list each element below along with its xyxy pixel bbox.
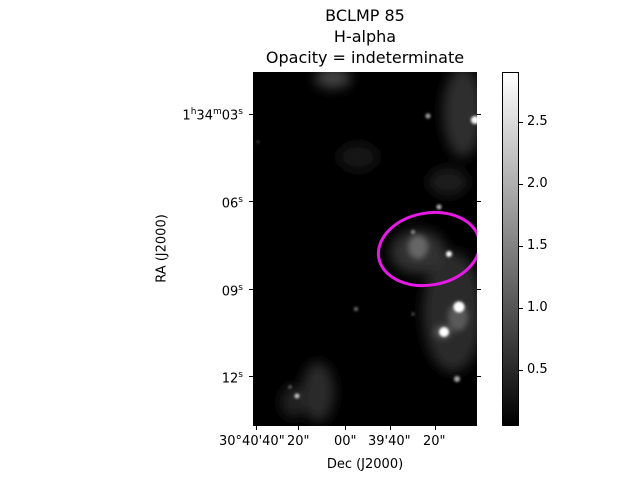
- x-tick-mark: [256, 426, 257, 430]
- y-tick-mark-right: [477, 376, 481, 377]
- y-tick-mark: [249, 114, 253, 115]
- y-tick-label: 09s: [221, 283, 243, 300]
- y-tick-label: 06s: [221, 195, 243, 212]
- colorbar: [502, 72, 519, 426]
- x-tick-label: 20": [423, 434, 446, 449]
- y-tick-mark-right: [477, 114, 481, 115]
- colorbar-tick-label: 0.5: [527, 362, 548, 377]
- colorbar-tick-mark: [519, 122, 523, 123]
- y-tick-mark: [249, 289, 253, 290]
- y-tick-mark: [249, 201, 253, 202]
- colorbar-tick-mark: [519, 370, 523, 371]
- y-tick-mark: [249, 376, 253, 377]
- y-tick-label: 1h34m03s: [182, 107, 243, 124]
- x-tick-label: 00": [334, 434, 357, 449]
- x-tick-mark: [390, 426, 391, 430]
- colorbar-tick-mark: [519, 184, 523, 185]
- colorbar-tick-label: 2.0: [527, 176, 548, 191]
- y-axis-label: RA (J2000): [154, 214, 170, 283]
- x-tick-label: 39'40": [368, 434, 411, 449]
- x-tick-mark: [345, 426, 346, 430]
- halpha-image-panel: [253, 72, 477, 426]
- x-tick-label: 30°40'40": [219, 434, 285, 449]
- plot-title-line-2: H-alpha: [333, 27, 397, 46]
- x-tick-mark: [435, 426, 436, 430]
- halpha-image: [256, 72, 477, 422]
- plot-title-line-3: Opacity = indeterminate: [265, 48, 465, 67]
- colorbar-tick-label: 2.5: [527, 114, 548, 129]
- plot-title-line-1: BCLMP 85: [325, 6, 405, 25]
- x-tick-label: 20": [287, 434, 310, 449]
- y-tick-mark-right: [477, 201, 481, 202]
- colorbar-tick-label: 1.5: [527, 238, 548, 253]
- colorbar-tick-mark: [519, 246, 523, 247]
- colorbar-tick-label: 1.0: [527, 300, 548, 315]
- y-tick-mark-right: [477, 289, 481, 290]
- aperture-ellipse: [376, 210, 477, 288]
- colorbar-tick-mark: [519, 308, 523, 309]
- x-tick-mark: [298, 426, 299, 430]
- y-tick-label: 12s: [221, 370, 243, 387]
- x-axis-label: Dec (J2000): [326, 457, 404, 472]
